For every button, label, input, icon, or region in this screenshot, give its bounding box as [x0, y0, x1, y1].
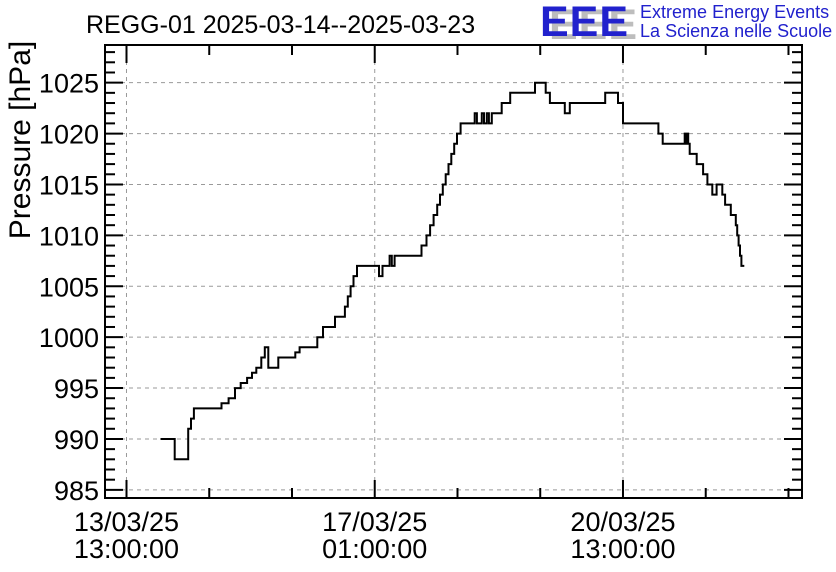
y-tick-label: 1005 — [39, 272, 99, 302]
series — [160, 81, 745, 461]
y-tick-label: 1010 — [39, 221, 99, 251]
y-tick-label: 990 — [54, 425, 99, 455]
pressure-series-line — [160, 81, 745, 461]
eee-logo: EEE Extreme Energy Events La Scienza nel… — [540, 0, 832, 46]
eee-tagline-line1: Extreme Energy Events — [640, 2, 830, 22]
eee-logo-tagline: Extreme Energy Events La Scienza nelle S… — [640, 3, 832, 41]
y-tick-label: 1020 — [39, 120, 99, 150]
x-tick-label-time: 13:00:00 — [570, 534, 675, 564]
x-tick-label-date: 17/03/25 — [322, 507, 427, 537]
eee-logo-text: EEE — [540, 0, 630, 46]
y-tick-label: 985 — [54, 476, 99, 506]
y-tick-label: 1015 — [39, 170, 99, 200]
frame — [104, 44, 803, 499]
x-axis-ticks — [125, 45, 790, 498]
y-tick-label: 995 — [54, 374, 99, 404]
axis-frame — [104, 44, 803, 499]
x-tick-label-time: 01:00:00 — [322, 534, 427, 564]
x-tick-label-time: 13:00:00 — [74, 534, 179, 564]
eee-tagline-line2: La Scienza nelle Scuole — [640, 21, 833, 41]
x-tick-label-date: 13/03/25 — [74, 507, 179, 537]
grid-lines — [105, 45, 802, 498]
chart-title: REGG-01 2025-03-14--2025-03-23 — [86, 11, 476, 39]
y-tick-label: 1025 — [39, 69, 99, 99]
x-tick-labels: 13/03/2513:00:0017/03/2501:00:0020/03/25… — [74, 507, 676, 564]
y-tick-label: 1000 — [39, 323, 99, 353]
y-tick-labels: 985 990 995 1000 1005 1010 1015 1020 1025 — [39, 69, 99, 506]
y-axis-ticks — [105, 51, 802, 491]
x-tick-label-date: 20/03/25 — [570, 507, 675, 537]
